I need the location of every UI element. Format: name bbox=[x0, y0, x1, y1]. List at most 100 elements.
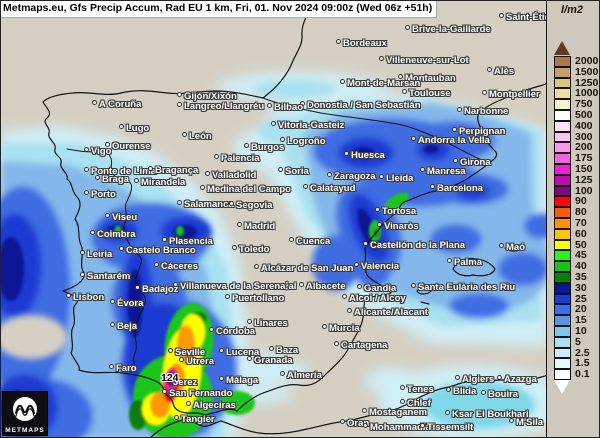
legend-value: 125 bbox=[575, 173, 593, 186]
city-label: Bordeaux bbox=[336, 39, 387, 49]
city-marker-icon bbox=[162, 389, 167, 394]
city-label: Cartagena bbox=[334, 341, 387, 351]
city-label: Alcázar de San Juan bbox=[254, 264, 353, 274]
city-marker-icon bbox=[280, 371, 285, 376]
city-marker-icon bbox=[405, 25, 410, 30]
map-title: Metmaps.eu, Gfs Precip Accum, Rad EU 1 k… bbox=[1, 1, 438, 18]
legend-color-swatch bbox=[554, 325, 571, 337]
legend-value: 500 bbox=[575, 108, 593, 121]
city-label: Brive-la-Gaillarde bbox=[405, 25, 491, 35]
city-marker-icon bbox=[377, 222, 382, 227]
city-label: León bbox=[182, 132, 212, 142]
city-label: Blida bbox=[446, 387, 476, 397]
city-label: Seville bbox=[168, 348, 205, 358]
city-label: Madrid bbox=[237, 222, 275, 232]
legend-value: 45 bbox=[575, 249, 587, 262]
city-marker-icon bbox=[400, 399, 405, 404]
city-marker-icon bbox=[219, 376, 224, 381]
precipitation-map-canvas bbox=[1, 1, 548, 437]
city-marker-icon bbox=[174, 415, 179, 420]
city-marker-icon bbox=[148, 166, 153, 171]
legend-value: 300 bbox=[575, 130, 593, 143]
legend-color-swatch bbox=[554, 131, 571, 143]
dry-gap bbox=[1, 315, 67, 359]
city-label: Mirandela bbox=[134, 178, 185, 188]
city-label: Montpellier bbox=[482, 90, 540, 100]
precip-cell-extreme bbox=[114, 192, 409, 437]
city-label: Lugo bbox=[119, 124, 149, 134]
city-label: Murcia bbox=[322, 324, 360, 334]
city-label: Mont-de-Marsan bbox=[340, 79, 420, 89]
city-label: A Coruña bbox=[92, 100, 141, 110]
city-label: Valladolid bbox=[205, 171, 256, 181]
city-marker-icon bbox=[84, 190, 89, 195]
city-marker-icon bbox=[509, 418, 514, 423]
city-marker-icon bbox=[219, 348, 224, 353]
city-label: Salamanca bbox=[177, 200, 234, 210]
legend-value: 70 bbox=[575, 216, 587, 229]
city-label: Palencia bbox=[214, 154, 260, 164]
city-marker-icon bbox=[379, 56, 384, 61]
legend-color-swatch bbox=[554, 120, 571, 132]
legend-color-swatch bbox=[554, 250, 571, 262]
city-marker-icon bbox=[119, 124, 124, 129]
city-marker-icon bbox=[322, 324, 327, 329]
city-label: Utrera bbox=[179, 357, 214, 367]
city-marker-icon bbox=[497, 375, 502, 380]
city-marker-icon bbox=[379, 174, 384, 179]
city-label: Faro bbox=[109, 364, 137, 374]
city-marker-icon bbox=[299, 282, 304, 287]
city-label: Algiers bbox=[455, 375, 494, 385]
logo-brand-text: METMAPS bbox=[5, 427, 45, 434]
city-marker-icon bbox=[105, 213, 110, 218]
city-marker-icon bbox=[457, 107, 462, 112]
legend-value: 90 bbox=[575, 195, 587, 208]
city-marker-icon bbox=[354, 262, 359, 267]
city-label: Narbonne bbox=[457, 107, 508, 117]
legend-value: 1.5 bbox=[575, 357, 590, 370]
city-marker-icon bbox=[225, 294, 230, 299]
legend-value: 400 bbox=[575, 119, 593, 132]
precip-legend: l/m2 2000 1500 1250 1000 750 500 400 300 200 175 1… bbox=[546, 1, 599, 437]
city-marker-icon bbox=[134, 178, 139, 183]
city-label: Almería bbox=[280, 371, 322, 381]
city-label: Mostaganem bbox=[362, 408, 427, 418]
legend-value: 0.1 bbox=[575, 368, 590, 381]
city-marker-icon bbox=[334, 341, 339, 346]
city-marker-icon bbox=[278, 167, 283, 172]
legend-value: 150 bbox=[575, 162, 593, 175]
legend-value: 175 bbox=[575, 152, 593, 165]
city-marker-icon bbox=[179, 357, 184, 362]
city-marker-icon bbox=[420, 423, 425, 428]
city-label: Cáceres bbox=[154, 262, 198, 272]
city-label: Oran bbox=[340, 419, 369, 429]
city-marker-icon bbox=[182, 132, 187, 137]
city-marker-icon bbox=[105, 142, 110, 147]
legend-color-swatch bbox=[554, 358, 571, 370]
city-label: Granada bbox=[247, 356, 293, 366]
city-marker-icon bbox=[499, 13, 504, 18]
city-marker-icon bbox=[84, 167, 89, 172]
legend-color-swatch bbox=[554, 207, 571, 218]
city-marker-icon bbox=[173, 282, 178, 287]
city-marker-icon bbox=[303, 184, 308, 189]
city-label: Vitoria-Gasteiz bbox=[271, 121, 344, 131]
legend-color-swatch bbox=[554, 77, 571, 89]
city-label: Alicante/Alacant bbox=[347, 308, 428, 318]
city-label: Langreo/Llangréu bbox=[177, 102, 264, 112]
city-marker-icon bbox=[271, 121, 276, 126]
city-label: Maó bbox=[499, 243, 525, 253]
city-label: Plasencia bbox=[162, 237, 213, 247]
city-label: Ponte de Lima bbox=[84, 167, 156, 177]
city-label: Perpignan bbox=[452, 127, 505, 137]
city-label: Lisbon bbox=[66, 293, 104, 303]
city-label: Leiria bbox=[80, 250, 112, 260]
legend-value: 100 bbox=[575, 184, 593, 197]
legend-color-swatch bbox=[554, 315, 571, 326]
city-label: Santarém bbox=[80, 272, 130, 282]
legend-color-swatch bbox=[554, 282, 571, 294]
city-label: Baza bbox=[269, 346, 298, 356]
precip-layer-light bbox=[1, 80, 548, 437]
legend-value: 40 bbox=[575, 260, 587, 273]
city-label: Calatayud bbox=[303, 184, 355, 194]
